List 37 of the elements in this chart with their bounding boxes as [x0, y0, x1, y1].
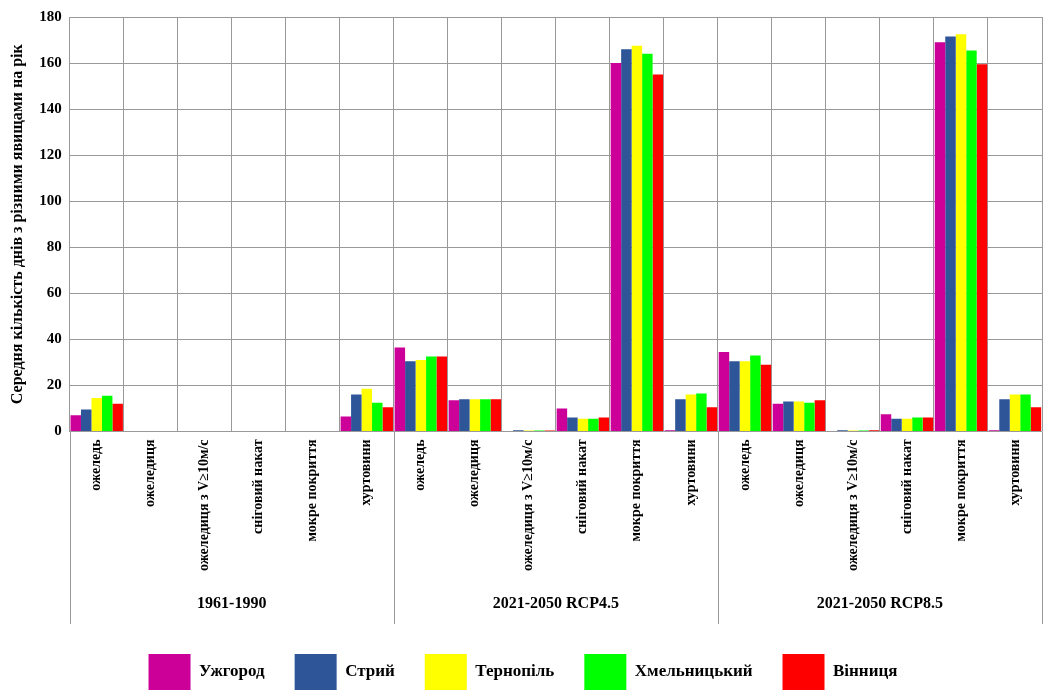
- y-tick-label: 120: [39, 146, 62, 163]
- y-tick-label: 40: [46, 330, 62, 347]
- x-tick-label: мокре покриття: [304, 439, 320, 542]
- x-tick-label: хуртовини: [358, 439, 374, 506]
- y-tick-label: 60: [46, 284, 62, 301]
- y-tick-label: 0: [54, 422, 62, 439]
- text: 1961-1990: [197, 594, 267, 612]
- legend-label: Вінниця: [833, 661, 898, 681]
- y-tick-label: 100: [39, 192, 62, 209]
- y-tick-label: 160: [39, 53, 62, 70]
- x-tick-label: ожеледь: [88, 438, 104, 491]
- x-tick-label: ожеледь: [736, 438, 752, 491]
- y-tick-label: 80: [46, 238, 62, 255]
- legend-label: Тернопіль: [475, 661, 555, 681]
- y-tick-label: 20: [46, 376, 62, 393]
- x-tick-label: мокре покриття: [628, 439, 644, 542]
- x-tick-label: сніговий накат: [250, 439, 266, 534]
- text: 2021-2050 RCP8.5: [816, 594, 944, 612]
- x-tick-label: хуртовини: [682, 439, 698, 506]
- x-tick-label: сніговий накат: [574, 439, 590, 534]
- x-tick-label: ожеледиця з V≥10м/с: [520, 439, 536, 572]
- legend-label: Хмельницький: [634, 661, 753, 681]
- y-tick-label: 180: [39, 7, 62, 24]
- x-tick-label: ожеледиця з V≥10м/с: [196, 439, 212, 572]
- y-axis-title: Середня кількість днів з різними явищами на рік: [7, 43, 26, 405]
- y-tick-label: 140: [39, 99, 62, 116]
- x-tick-label: ожеледиця: [142, 439, 158, 507]
- x-tick-label: ожеледиця: [466, 439, 482, 507]
- x-tick-label: ожеледиця з V≥10м/с: [844, 439, 860, 572]
- x-tick-label: ожеледиця: [790, 439, 806, 507]
- x-tick-label: мокре покриття: [952, 439, 968, 542]
- x-tick-label: сніговий накат: [898, 439, 914, 534]
- x-tick-label: ожеледь: [412, 438, 428, 491]
- legend-label: Стрий: [345, 661, 395, 681]
- legend-label: Ужгород: [199, 661, 266, 681]
- x-tick-label: хуртовини: [1006, 439, 1022, 506]
- text: 2021-2050 RCP4.5: [492, 594, 619, 612]
